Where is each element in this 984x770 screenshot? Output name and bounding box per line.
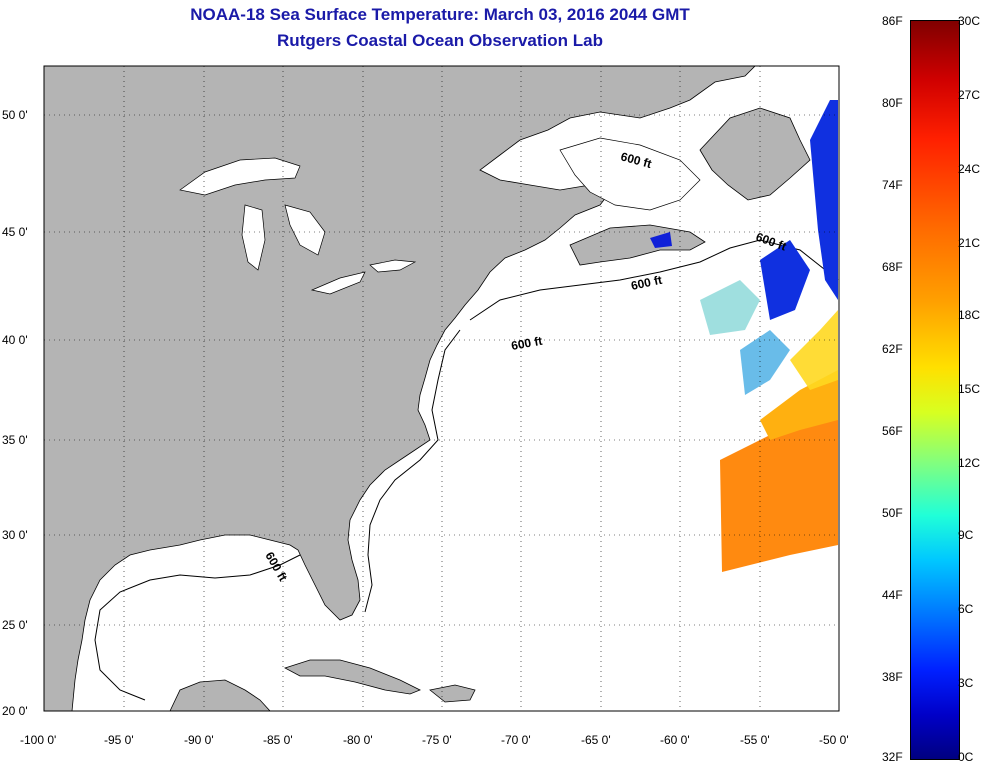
colorbar-label-c: 18C	[958, 308, 981, 322]
colorbar-label-c: 15C	[958, 382, 981, 396]
land-north-america	[43, 65, 756, 712]
colorbar-label-f: 38F	[882, 670, 903, 684]
colorbar-label-c: 0C	[958, 750, 974, 764]
lake-superior	[179, 157, 301, 196]
map-title: NOAA-18 Sea Surface Temperature: March 0…	[190, 5, 690, 24]
colorbar-label-f: 62F	[882, 342, 903, 356]
depth-contour	[469, 239, 839, 321]
colorbar-label-c: 27C	[958, 88, 981, 102]
colorbar-label-c: 9C	[958, 528, 974, 542]
colorbar-label-c: 12C	[958, 456, 981, 470]
land-hispaniola	[429, 684, 476, 703]
depth-contour-gulf	[94, 554, 301, 701]
gulf-st-lawrence	[559, 137, 701, 211]
colorbar-label-f: 68F	[882, 260, 903, 274]
sst-swath	[650, 100, 838, 572]
lon-label: -60 0'	[660, 733, 690, 747]
colorbar-label-c: 30C	[958, 14, 981, 28]
lake-erie	[310, 271, 366, 295]
lat-label: 45 0'	[2, 225, 28, 239]
lat-label: 20 0'	[2, 704, 28, 718]
lon-label: -80 0'	[343, 733, 373, 747]
colorbar-label-f: 74F	[882, 178, 903, 192]
lake-michigan	[241, 204, 266, 271]
lat-label: 40 0'	[2, 333, 28, 347]
colorbar-label-c: 3C	[958, 676, 974, 690]
map-frame	[43, 65, 840, 712]
temperature-colorbar	[910, 20, 960, 760]
lon-label: -55 0'	[740, 733, 770, 747]
colorbar-label-f: 56F	[882, 424, 903, 438]
lon-label: -100 0'	[20, 733, 56, 747]
colorbar-label-f: 86F	[882, 14, 903, 28]
land-yucatan	[169, 679, 271, 712]
land-nova-scotia	[569, 224, 706, 266]
contour-label: 600 ft	[630, 273, 664, 293]
lon-label: -65 0'	[581, 733, 611, 747]
lake-ontario	[369, 259, 417, 273]
colorbar-label-c: 24C	[958, 162, 981, 176]
colorbar-label-f: 32F	[882, 750, 903, 764]
colorbar-label-f: 80F	[882, 96, 903, 110]
lon-label: -90 0'	[184, 733, 214, 747]
colorbar-label-c: 21C	[958, 236, 981, 250]
land-cuba	[283, 659, 421, 695]
colorbar-label-f: 50F	[882, 506, 903, 520]
sst-map: 600 ft 600 ft 600 ft 600 ft 600 ft 50 0'…	[2, 65, 849, 747]
lake-huron	[284, 204, 326, 256]
lat-label: 50 0'	[2, 108, 28, 122]
colorbar-label-f: 44F	[882, 588, 903, 602]
lon-label: -70 0'	[501, 733, 531, 747]
lon-label: -85 0'	[263, 733, 293, 747]
lat-label: 30 0'	[2, 528, 28, 542]
land-newfoundland	[699, 107, 811, 201]
lat-label: 35 0'	[2, 433, 28, 447]
lat-label: 25 0'	[2, 618, 28, 632]
lon-label: -75 0'	[422, 733, 452, 747]
depth-contour-south	[364, 329, 461, 613]
map-subtitle: Rutgers Coastal Ocean Observation Lab	[277, 31, 603, 50]
contour-label: 600 ft	[510, 334, 543, 353]
lon-label: -95 0'	[104, 733, 134, 747]
colorbar-label-c: 6C	[958, 602, 974, 616]
lon-label: -50 0'	[819, 733, 849, 747]
